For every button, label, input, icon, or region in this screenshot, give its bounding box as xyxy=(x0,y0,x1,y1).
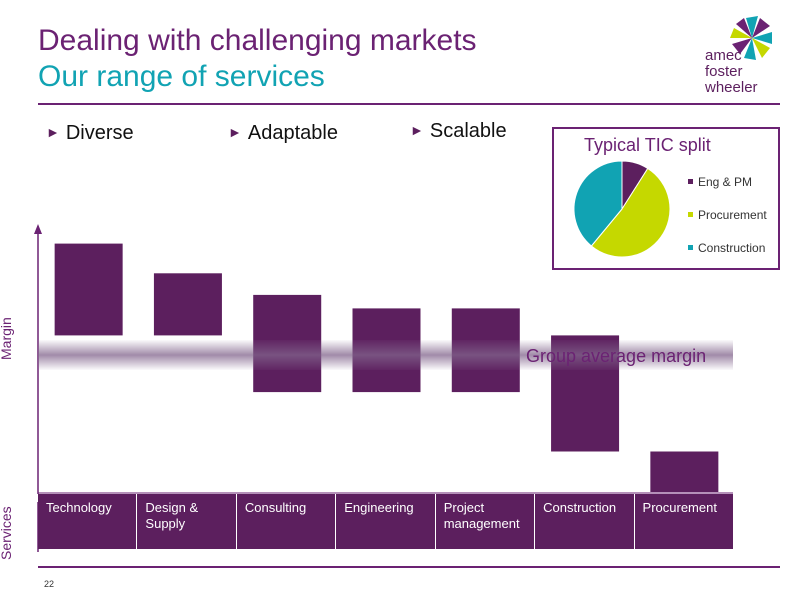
logo-wordmark: amec foster wheeler xyxy=(705,48,758,96)
service-cell-5: Construction xyxy=(535,494,635,549)
triangle-bullet-icon: ► xyxy=(46,124,60,140)
legend-label: Procurement xyxy=(698,208,767,222)
margin-bar-1 xyxy=(153,273,222,336)
services-row: Technology Design & Supply Consulting Engin… xyxy=(38,494,733,549)
service-cell-4: Project management xyxy=(435,494,536,549)
pie-slice-1 xyxy=(590,167,671,258)
margin-bar-0 xyxy=(54,243,123,336)
triangle-bullet-icon: ► xyxy=(228,124,242,140)
service-cell-1: Design & Supply xyxy=(137,494,237,549)
amec-foster-wheeler-logo-icon xyxy=(730,16,772,60)
bullet-adaptable: ► Adaptable xyxy=(228,122,338,145)
margin-bar-6 xyxy=(650,451,719,492)
legend-swatch xyxy=(688,245,693,250)
footer-divider xyxy=(38,566,780,568)
bullet-text: Adaptable xyxy=(247,122,338,144)
logo-line3: wheeler xyxy=(705,79,758,96)
title-divider xyxy=(38,103,780,105)
group-average-label: Group average margin xyxy=(526,346,707,366)
bullet-diverse: ► Diverse xyxy=(46,122,134,145)
group-average-band xyxy=(38,340,733,370)
y-axis-arrow-icon xyxy=(34,224,42,234)
bullet-text: Scalable xyxy=(429,120,507,142)
legend-label: Construction xyxy=(698,241,766,255)
legend-item-procurement: Procurement xyxy=(688,208,767,222)
logo-line2: foster xyxy=(705,63,743,80)
tic-split-title: Typical TIC split xyxy=(584,135,711,155)
pie-slice-2 xyxy=(573,160,623,247)
service-cell-6: Procurement xyxy=(634,494,733,549)
tic-pie-chart xyxy=(573,160,671,258)
page-number: 22 xyxy=(44,579,55,589)
tic-split-panel: Typical TIC split Eng & PM Procurement C… xyxy=(552,127,780,270)
service-cell-0: Technology xyxy=(38,494,138,549)
legend-item-eng-pm: Eng & PM xyxy=(688,175,752,189)
slide-title-line2: Our range of services xyxy=(38,60,325,93)
legend-swatch xyxy=(688,212,693,217)
legend-label: Eng & PM xyxy=(698,175,753,189)
legend-swatch xyxy=(688,179,693,184)
bullet-scalable: ► Scalable xyxy=(410,120,507,143)
service-cell-2: Consulting xyxy=(236,494,337,549)
triangle-bullet-icon: ► xyxy=(410,122,424,138)
legend-item-construction: Construction xyxy=(688,241,765,255)
service-cell-3: Engineering xyxy=(336,494,436,549)
bullet-text: Diverse xyxy=(65,122,134,144)
logo-line1: amec xyxy=(705,47,742,64)
slide-title-line1: Dealing with challenging markets xyxy=(38,24,477,57)
